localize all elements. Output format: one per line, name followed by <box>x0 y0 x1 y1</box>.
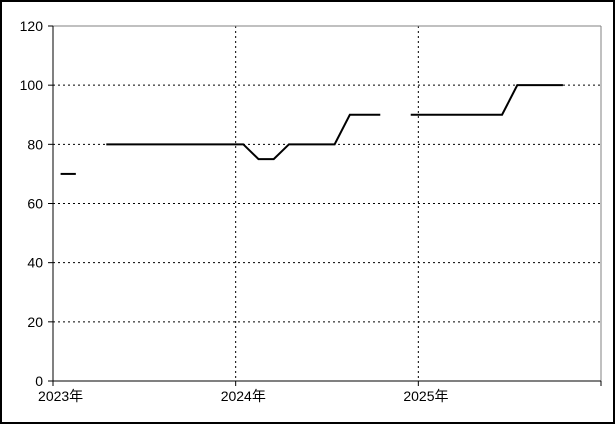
x-tick-label: 2025年 <box>403 388 448 404</box>
series-line-segment <box>410 84 563 116</box>
series-line-segment <box>106 113 381 161</box>
y-tick-label: 20 <box>27 314 43 330</box>
y-tick-label: 100 <box>20 77 44 93</box>
y-tick-label: 40 <box>27 255 43 271</box>
x-tick-label: 2023年 <box>38 388 83 404</box>
y-tick-label: 0 <box>35 373 43 389</box>
y-tick-label: 60 <box>27 196 43 212</box>
y-tick-label: 80 <box>27 136 43 152</box>
y-tick-label: 120 <box>20 18 44 34</box>
x-tick-label: 2024年 <box>221 388 266 404</box>
